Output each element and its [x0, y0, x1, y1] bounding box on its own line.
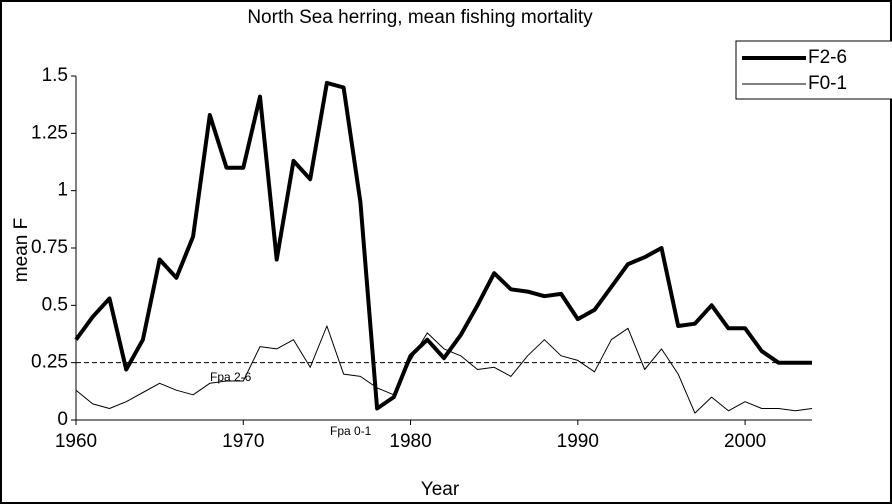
y-tick-label: 1.5 — [42, 65, 68, 86]
legend-label: F2-6 — [808, 47, 847, 68]
y-tick-label: 1.25 — [31, 122, 68, 143]
series-line — [75, 325, 813, 414]
annotation: Fpa 0-1 — [330, 424, 372, 438]
x-tick-label: 1980 — [389, 431, 431, 452]
y-tick-label: 0.25 — [31, 352, 68, 373]
legend-label: F0-1 — [808, 73, 847, 94]
chart-title: North Sea herring, mean fishing mortalit… — [247, 7, 593, 28]
x-axis-label: Year — [421, 479, 460, 500]
y-tick-label: 0.5 — [42, 294, 68, 315]
x-tick-label: 2000 — [724, 431, 766, 452]
y-tick-label: 1 — [57, 180, 68, 201]
legend-box — [735, 40, 892, 100]
y-axis-label: mean F — [11, 218, 32, 282]
series-line — [74, 80, 812, 411]
y-tick-label: 0 — [57, 409, 68, 430]
x-tick-label: 1970 — [222, 431, 264, 452]
x-tick-label: 1990 — [557, 431, 599, 452]
y-tick-label: 0.75 — [31, 237, 68, 258]
x-tick-label: 1960 — [55, 431, 97, 452]
